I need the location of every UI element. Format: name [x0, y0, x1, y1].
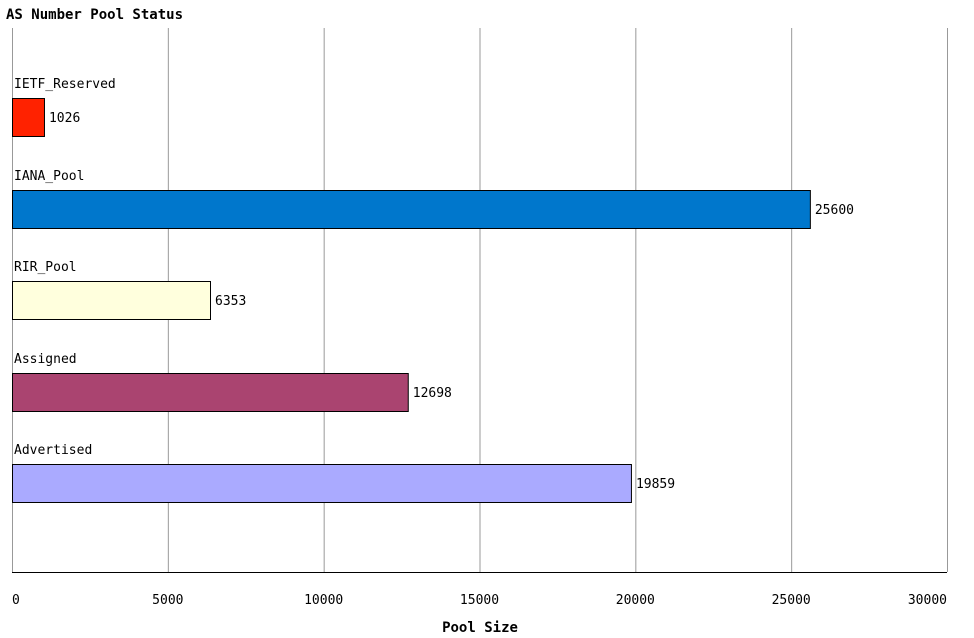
- bar-group: RIR_Pool 6353: [12, 260, 246, 320]
- category-label: Advertised: [14, 443, 92, 458]
- category-label: IANA_Pool: [14, 169, 84, 184]
- x-tick-label: 15000: [460, 593, 499, 608]
- x-tick-label: 10000: [304, 593, 343, 608]
- x-tick-label: 0: [12, 593, 20, 608]
- value-label: 25600: [815, 203, 854, 218]
- x-tick-label: 30000: [908, 593, 947, 608]
- bar-group: IETF_Reserved 1026: [12, 77, 116, 137]
- value-label: 19859: [636, 477, 675, 492]
- gridlines: [12, 28, 948, 572]
- bar-group: Advertised 19859: [12, 443, 675, 503]
- value-label: 12698: [413, 386, 452, 401]
- bar: [12, 464, 632, 503]
- bar-group: IANA_Pool 25600: [12, 169, 854, 229]
- category-label: RIR_Pool: [14, 260, 77, 275]
- value-label: 1026: [49, 111, 80, 126]
- x-tick-label: 20000: [616, 593, 655, 608]
- x-axis: 0 5000 10000 15000 20000 25000 30000: [12, 572, 947, 608]
- category-label: IETF_Reserved: [14, 77, 116, 92]
- bar: [12, 190, 811, 229]
- category-label: Assigned: [14, 352, 77, 367]
- value-label: 6353: [215, 294, 246, 309]
- chart-title: AS Number Pool Status: [6, 7, 183, 23]
- x-tick-label: 25000: [772, 593, 811, 608]
- bar-group: Assigned 12698: [12, 352, 452, 412]
- x-tick-label: 5000: [152, 593, 183, 608]
- x-axis-label: Pool Size: [442, 620, 518, 636]
- bar: [12, 281, 212, 320]
- bar: [12, 98, 45, 137]
- bars: IETF_Reserved 1026 IANA_Pool 25600 RIR_Pool 6…: [12, 77, 854, 503]
- bar: [12, 373, 409, 412]
